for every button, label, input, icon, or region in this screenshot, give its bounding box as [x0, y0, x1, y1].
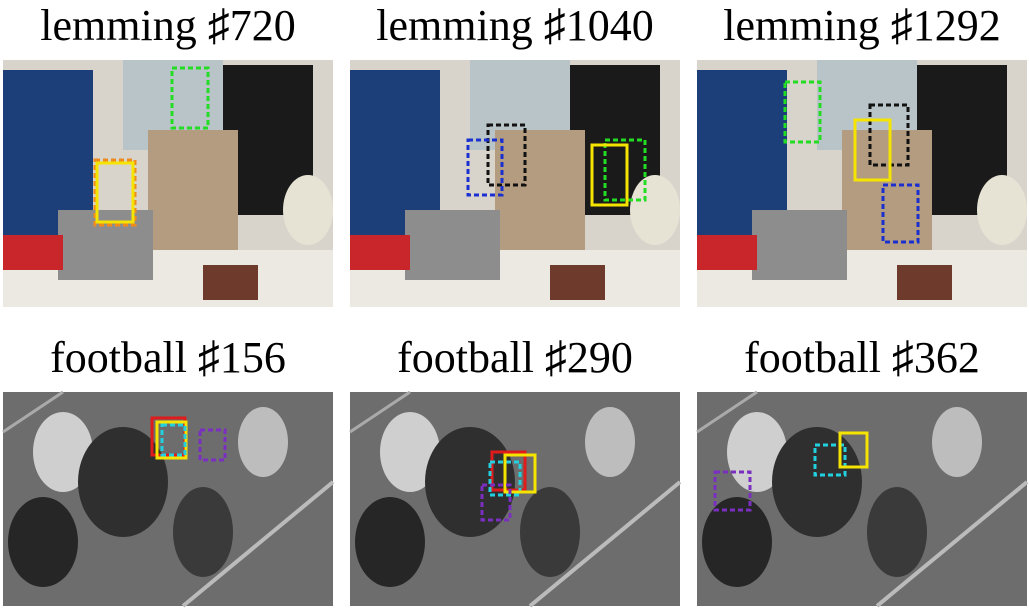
tracking-box [480, 483, 512, 522]
photo-region [867, 487, 927, 577]
photo-region [173, 487, 233, 577]
photo-region [349, 390, 411, 434]
tracking-box [853, 118, 892, 182]
photo-region [752, 210, 847, 280]
photo-region [697, 235, 757, 270]
tracking-box [590, 143, 629, 207]
panel-title: lemming ♯720 [40, 1, 295, 50]
photo-region [405, 210, 500, 280]
tracking-box [155, 420, 188, 460]
panel-title: football ♯290 [397, 333, 633, 382]
photo-region [932, 407, 982, 477]
photo-region [283, 175, 333, 245]
photo-region [203, 265, 258, 300]
photo-region [520, 487, 580, 577]
photo-region [148, 130, 238, 260]
photo-region [585, 407, 635, 477]
panel-title: lemming ♯1040 [376, 1, 653, 50]
panel-title: lemming ♯1292 [723, 1, 1000, 50]
photo-region [355, 497, 425, 587]
photo-region [78, 427, 168, 537]
photo-region [702, 497, 772, 587]
photo-region [630, 175, 680, 245]
photo-region [2, 390, 64, 434]
tracking-box [838, 431, 869, 469]
photo-region [33, 412, 93, 492]
photo-region [181, 480, 335, 608]
photo-region [696, 390, 758, 434]
tracking-box [486, 123, 527, 187]
tracking-box [813, 443, 847, 477]
photo-region [875, 480, 1029, 608]
tracking-box [170, 66, 210, 130]
tracking-box [503, 453, 537, 494]
tracking-box [95, 161, 135, 224]
tracking-box [603, 138, 647, 202]
photo-region [897, 265, 952, 300]
photo-region [350, 235, 410, 270]
photo-region [3, 235, 63, 270]
photo-region [8, 497, 78, 587]
photo-region [425, 427, 515, 537]
photo-region [977, 175, 1027, 245]
panel-title: football ♯156 [50, 333, 286, 382]
tracking-box [881, 183, 920, 244]
tracking-box [713, 470, 752, 512]
photo-region [550, 265, 605, 300]
tracking-box [198, 428, 227, 462]
tracking-box [93, 158, 137, 227]
tracking-box [466, 138, 504, 197]
tracking-box [160, 423, 187, 457]
photo-region [380, 412, 440, 492]
photo-region [238, 407, 288, 477]
tracking-box [783, 80, 822, 144]
photo-region [495, 130, 585, 260]
panel-title: football ♯362 [744, 333, 980, 382]
photo-region [528, 480, 682, 608]
